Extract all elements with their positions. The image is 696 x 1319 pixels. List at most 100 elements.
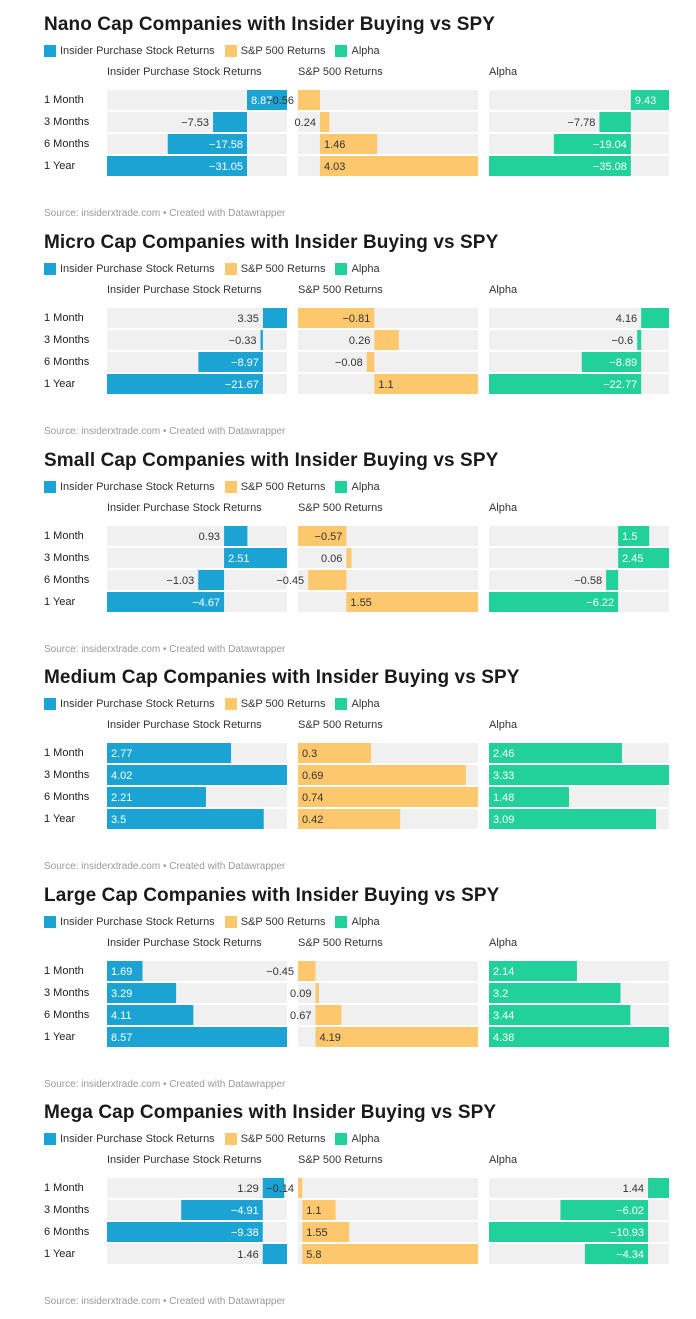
source-note: Source: insiderxtrade.com • Created with… bbox=[44, 861, 286, 872]
bar-alpha bbox=[489, 1005, 631, 1025]
value-label: −7.78 bbox=[568, 117, 596, 129]
value-label: −4.34 bbox=[616, 1249, 644, 1261]
bar-sp500 bbox=[374, 330, 399, 350]
bar-insider bbox=[262, 308, 287, 328]
value-label: −0.6 bbox=[611, 335, 633, 347]
legend-label-insider: Insider Purchase Stock Returns bbox=[60, 45, 215, 57]
value-label: −21.67 bbox=[225, 379, 259, 391]
legend: Insider Purchase Stock Returns S&P 500 Re… bbox=[44, 44, 390, 58]
bar-sp500 bbox=[302, 1222, 350, 1242]
legend-item-alpha: Alpha bbox=[335, 1133, 380, 1145]
value-label: −8.89 bbox=[609, 357, 637, 369]
value-label: 1.1 bbox=[378, 379, 393, 391]
bar-alpha bbox=[560, 1200, 649, 1220]
value-label: 2.77 bbox=[111, 748, 132, 760]
source-note: Source: insiderxtrade.com • Created with… bbox=[44, 644, 286, 655]
row-track bbox=[489, 1178, 669, 1198]
value-label: 1.44 bbox=[623, 1183, 644, 1195]
bar-insider bbox=[107, 592, 225, 612]
legend-swatch-sp500 bbox=[224, 263, 237, 275]
value-label: 0.42 bbox=[302, 814, 323, 826]
bar-sp500 bbox=[319, 134, 378, 154]
legend-swatch-alpha bbox=[335, 916, 348, 928]
value-label: −4.67 bbox=[192, 597, 220, 609]
row-track bbox=[107, 961, 287, 981]
row-track bbox=[107, 330, 287, 350]
legend: Insider Purchase Stock Returns S&P 500 Re… bbox=[44, 480, 390, 494]
row-label: 6 Months bbox=[44, 574, 90, 586]
column-header-alpha: Alpha bbox=[489, 1154, 518, 1166]
row-label: 3 Months bbox=[44, 116, 90, 128]
row-label: 1 Year bbox=[44, 813, 76, 825]
bar-sp500 bbox=[302, 1244, 478, 1264]
column-header-sp500: S&P 500 Returns bbox=[298, 284, 383, 296]
legend-label-sp500: S&P 500 Returns bbox=[240, 1133, 326, 1145]
legend-item-insider: Insider Purchase Stock Returns bbox=[44, 481, 215, 493]
legend-swatch-insider bbox=[44, 45, 56, 57]
bar-alpha bbox=[489, 809, 657, 829]
bar-sp500 bbox=[346, 592, 478, 612]
row-track bbox=[298, 1005, 478, 1025]
legend-swatch-sp500 bbox=[224, 481, 237, 493]
value-label: −9.38 bbox=[231, 1227, 259, 1239]
legend-swatch-alpha bbox=[335, 263, 348, 275]
value-label: −0.81 bbox=[342, 313, 370, 325]
row-label: 6 Months bbox=[44, 1009, 90, 1021]
chart-panel: Nano Cap Companies with Insider Buying v… bbox=[0, 14, 696, 231]
value-label: 1.46 bbox=[237, 1249, 258, 1261]
row-label: 1 Year bbox=[44, 1248, 76, 1260]
bar-insider bbox=[167, 134, 248, 154]
value-label: −8.97 bbox=[231, 357, 259, 369]
bar-sp500 bbox=[346, 548, 352, 568]
bar-insider bbox=[107, 809, 264, 829]
legend-swatch-sp500 bbox=[224, 916, 237, 928]
legend-swatch-insider bbox=[44, 481, 56, 493]
legend-swatch-sp500 bbox=[224, 698, 237, 710]
value-label: 4.03 bbox=[324, 161, 345, 173]
bar-alpha bbox=[489, 1222, 649, 1242]
legend-item-insider: Insider Purchase Stock Returns bbox=[44, 1133, 215, 1145]
bar-alpha bbox=[606, 570, 619, 590]
bar-sp500 bbox=[298, 1178, 303, 1198]
chart-panel: Micro Cap Companies with Insider Buying … bbox=[0, 232, 696, 449]
value-label: 4.02 bbox=[111, 770, 132, 782]
value-label: −17.58 bbox=[209, 139, 243, 151]
row-label: 3 Months bbox=[44, 552, 90, 564]
bar-sp500 bbox=[298, 765, 466, 785]
column-header-insider: Insider Purchase Stock Returns bbox=[107, 66, 262, 78]
legend-label-alpha: Alpha bbox=[351, 263, 380, 275]
legend: Insider Purchase Stock Returns S&P 500 Re… bbox=[44, 1132, 390, 1146]
value-label: −7.53 bbox=[181, 117, 209, 129]
value-label: 0.74 bbox=[302, 792, 323, 804]
bar-alpha bbox=[489, 156, 631, 176]
legend-label-alpha: Alpha bbox=[351, 1133, 380, 1145]
row-track bbox=[489, 352, 669, 372]
row-label: 6 Months bbox=[44, 356, 90, 368]
row-track bbox=[298, 1178, 478, 1198]
bar-alpha bbox=[637, 330, 642, 350]
value-label: −0.33 bbox=[229, 335, 257, 347]
value-label: 1.1 bbox=[306, 1205, 321, 1217]
bar-insider bbox=[247, 90, 287, 110]
value-label: 0.69 bbox=[302, 770, 323, 782]
legend-swatch-insider bbox=[44, 916, 56, 928]
value-label: −10.93 bbox=[610, 1227, 644, 1239]
value-label: −4.91 bbox=[231, 1205, 259, 1217]
value-label: 2.14 bbox=[493, 966, 514, 978]
value-label: 1.29 bbox=[237, 1183, 258, 1195]
legend-swatch-insider bbox=[44, 698, 56, 710]
bar-sp500 bbox=[366, 352, 375, 372]
bar-insider bbox=[107, 1005, 194, 1025]
column-header-insider: Insider Purchase Stock Returns bbox=[107, 284, 262, 296]
row-label: 1 Year bbox=[44, 596, 76, 608]
bar-insider bbox=[181, 1200, 263, 1220]
legend-swatch-alpha bbox=[335, 1133, 348, 1145]
value-label: 2.45 bbox=[622, 553, 643, 565]
value-label: 0.3 bbox=[302, 748, 317, 760]
row-label: 1 Year bbox=[44, 378, 76, 390]
legend-label-insider: Insider Purchase Stock Returns bbox=[60, 698, 215, 710]
bar-sp500 bbox=[319, 112, 330, 132]
legend-label-sp500: S&P 500 Returns bbox=[240, 45, 326, 57]
value-label: 0.24 bbox=[295, 117, 316, 129]
bar-alpha bbox=[489, 374, 642, 394]
